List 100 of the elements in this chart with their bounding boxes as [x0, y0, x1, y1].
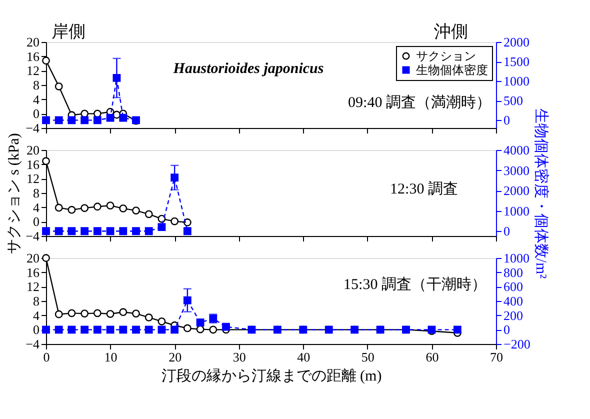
point: [42, 56, 50, 65]
point: [132, 206, 140, 215]
y-tick-label: 16: [26, 48, 40, 64]
point: [170, 326, 179, 334]
point: [196, 318, 204, 326]
point: [132, 227, 140, 236]
x-tick-label: 70: [490, 350, 503, 364]
point: [158, 223, 166, 232]
point: [144, 326, 153, 334]
y-tick-label: 12: [26, 63, 40, 78]
y-tick-label: 16: [26, 156, 40, 172]
y-tick-label: −4: [26, 228, 40, 244]
point: [68, 326, 76, 334]
y2-tick-label: 200: [504, 308, 523, 323]
point: [106, 202, 114, 210]
point: [144, 210, 153, 218]
annotation: 15:30 調査（干潮時）: [344, 276, 486, 293]
x-axis-title: 汀段の縁から汀線までの距離 (m): [161, 368, 382, 384]
y2-tick-label: 1000: [504, 250, 530, 266]
text: 岸側: [52, 22, 86, 41]
point: [80, 326, 89, 334]
point: [54, 227, 63, 236]
point: [80, 204, 89, 212]
x-tick-label: 20: [168, 350, 182, 364]
point: [68, 227, 76, 236]
point: [158, 326, 166, 334]
y-tick-label: 4: [33, 200, 40, 215]
point: [42, 116, 50, 124]
point: [132, 310, 140, 318]
point: [209, 326, 218, 334]
y2-tick-label: 1000: [504, 203, 530, 218]
y-tick-label: 0: [33, 322, 40, 338]
y-tick-label: 20: [26, 250, 40, 266]
point: [106, 227, 114, 236]
y-tick-label: −4: [26, 120, 40, 136]
y-tick-label: 20: [26, 142, 40, 158]
point: [68, 116, 76, 124]
y2-tick-label: −200: [504, 336, 530, 352]
point: [119, 326, 128, 334]
point: [119, 308, 128, 316]
x-tick-label: 60: [426, 350, 439, 364]
legend-label: 生物個体密度: [416, 63, 488, 77]
point: [183, 296, 192, 304]
point: [54, 116, 63, 124]
point: [170, 174, 179, 182]
text: 沖側: [434, 22, 468, 41]
y-tick-label: 4: [33, 308, 40, 323]
annotation: 09:40 調査（満潮時）: [348, 94, 491, 112]
point: [80, 227, 89, 236]
x-tick-label: 50: [361, 350, 374, 364]
y-tick-label: 8: [33, 78, 40, 92]
y-tick-label: 0: [33, 214, 40, 230]
point: [453, 326, 462, 334]
point: [132, 326, 140, 334]
point: [54, 310, 63, 318]
y2-tick-label: 1500: [504, 54, 530, 70]
point: [119, 227, 128, 236]
point: [93, 309, 102, 318]
y2-tick-label: 0: [504, 322, 510, 338]
point: [119, 204, 128, 212]
point: [42, 157, 50, 166]
y2-tick-label: 0: [504, 224, 510, 239]
point: [68, 309, 76, 318]
y-tick-label: 0: [33, 106, 40, 122]
annotation: Haustorioides japonicus: [172, 60, 324, 77]
x-tick-label: 40: [297, 350, 310, 364]
point: [119, 114, 128, 122]
y2-tick-label: 4000: [504, 142, 530, 158]
y2-tick-label: 400: [504, 294, 523, 308]
y-tick-label: 20: [26, 34, 40, 50]
point: [183, 218, 192, 226]
y-tick-label: −4: [26, 336, 40, 352]
point: [93, 202, 102, 211]
x-tick-label: 10: [104, 350, 118, 364]
point: [183, 324, 192, 332]
point: [68, 206, 76, 214]
point: [80, 116, 89, 124]
x-tick-label: 0: [43, 350, 50, 364]
y2-tick-label: 1000: [504, 74, 530, 89]
y-tick-label: 12: [26, 279, 40, 294]
point: [93, 116, 102, 124]
y-tick-label: 12: [26, 171, 40, 186]
y-tick-label: 8: [33, 186, 40, 200]
point: [54, 82, 63, 90]
legend-label: サクション: [416, 49, 476, 63]
point: [93, 326, 102, 334]
point: [144, 227, 153, 236]
y2-tick-label: 500: [504, 93, 523, 108]
point: [93, 227, 102, 236]
point: [106, 326, 114, 334]
y2-tick-label: 0: [504, 112, 510, 128]
point: [158, 214, 166, 223]
y2-tick-label: 2000: [504, 34, 530, 50]
y-tick-label: 8: [33, 294, 40, 308]
point: [80, 310, 89, 318]
point: [54, 326, 63, 334]
point: [106, 310, 114, 318]
y2-tick-label: 600: [504, 279, 523, 294]
y2-tick-label: 800: [504, 264, 523, 280]
annotation: 12:30 調査: [390, 180, 458, 198]
